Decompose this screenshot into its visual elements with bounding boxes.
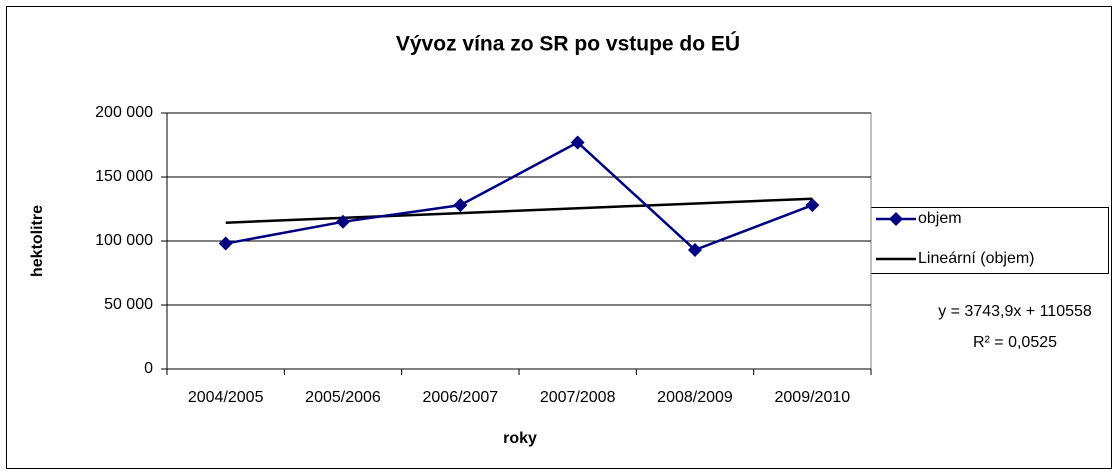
x-tick-label: 2006/2007: [423, 389, 499, 406]
x-tick-label: 2008/2009: [657, 389, 733, 406]
marker: [453, 198, 468, 213]
chart-title: Vývoz vína zo SR po vstupe do EÚ: [396, 32, 740, 56]
y-tick-label: 50 000: [104, 296, 153, 313]
x-tick-label: 2009/2010: [775, 389, 851, 406]
y-tick-label: 200 000: [95, 104, 153, 121]
series-line: [225, 140, 813, 252]
trend-line: [225, 197, 813, 224]
marker: [570, 135, 585, 150]
marker: [336, 214, 350, 229]
y-tick-label: 100 000: [95, 232, 153, 249]
marker: [688, 242, 702, 257]
y-tick-label: 150 000: [95, 168, 153, 185]
r-squared: R² = 0,0525: [973, 334, 1057, 351]
y-tick-label: 0: [144, 360, 153, 377]
equation: y = 3743,9x + 110558: [938, 303, 1092, 320]
x-tick-label: 2004/2005: [188, 389, 264, 406]
x-tick-label: 2007/2008: [540, 389, 616, 406]
legend-label: objem: [918, 210, 962, 227]
legend-marker: [889, 212, 903, 226]
x-axis-label: roky: [503, 430, 537, 447]
legend-label: Lineární (objem): [918, 250, 1035, 267]
marker: [805, 198, 820, 213]
y-axis-label: hektolitre: [29, 205, 46, 277]
x-tick-label: 2005/2006: [305, 389, 381, 406]
marker: [218, 236, 233, 251]
